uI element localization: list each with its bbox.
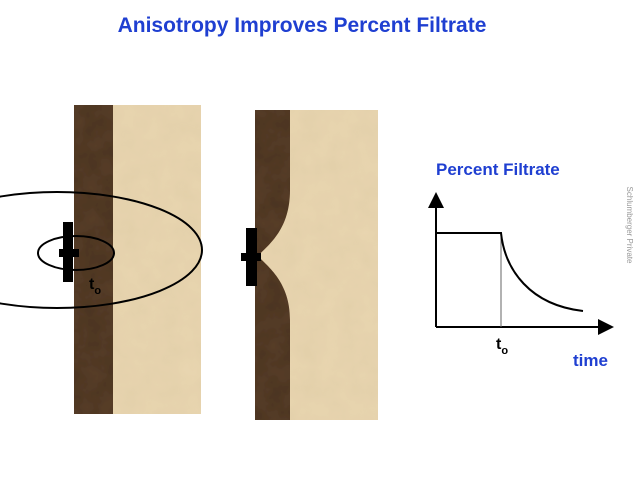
- mud-cake: [255, 110, 290, 420]
- filtrate-curve: [436, 232, 584, 312]
- time-label: to: [496, 336, 508, 357]
- time-label: to: [89, 276, 101, 297]
- probe-nozzle: [241, 253, 261, 261]
- probe-nozzle: [59, 249, 79, 257]
- left-formation: to: [0, 105, 203, 414]
- time-main: t: [496, 336, 502, 353]
- filtrate-graph: Percent Filtrate to time: [428, 160, 614, 370]
- slide-title: Anisotropy Improves Percent Filtrate: [118, 14, 487, 37]
- time-sub: o: [94, 285, 101, 297]
- invasion-front-small: [37, 235, 115, 271]
- watermark: Schlumberger Private: [625, 187, 634, 264]
- mud-cake: [74, 105, 113, 414]
- x-axis-label: time: [573, 351, 608, 370]
- time-sub: o: [501, 345, 508, 357]
- invasion-front-large: [0, 191, 203, 309]
- middle-formation: [241, 110, 378, 420]
- time-main: t: [89, 276, 95, 293]
- formation-rock: [113, 105, 201, 414]
- y-axis-label: Percent Filtrate: [436, 160, 560, 179]
